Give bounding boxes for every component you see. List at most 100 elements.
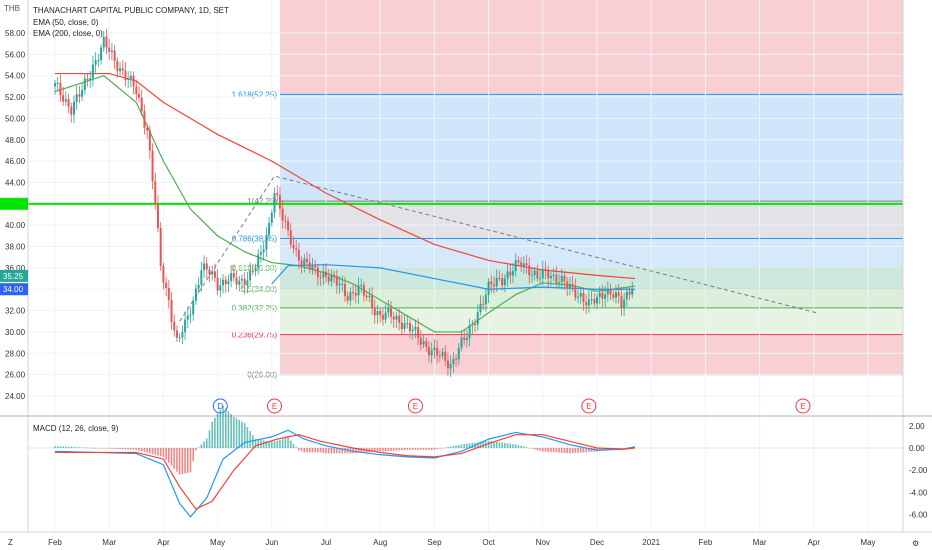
macd-bar (149, 448, 151, 454)
candle-body (373, 307, 376, 316)
candle-body (360, 285, 363, 287)
candle-body (536, 270, 539, 279)
macd-bar (287, 437, 289, 448)
event-marker (795, 398, 811, 414)
macd-bar (552, 448, 555, 453)
x-tick-label: Mar (753, 538, 767, 547)
macd-bar (195, 448, 197, 451)
candle-body (67, 99, 70, 107)
candle-body (140, 97, 143, 112)
macd-bar (322, 448, 325, 453)
macd-bar (176, 448, 178, 472)
candle-body (471, 323, 474, 326)
candle-body (227, 281, 230, 285)
candle-body (455, 358, 458, 360)
macd-bar (289, 440, 292, 448)
gear-icon[interactable]: ⚙ (912, 539, 919, 548)
macd-bar (70, 446, 73, 448)
macd-bar (254, 439, 257, 448)
macd-bar (333, 448, 335, 454)
macd-bar (189, 448, 192, 473)
candle-body (124, 70, 127, 80)
macd-bar (439, 448, 441, 449)
fib-zone-lightblue (280, 238, 903, 268)
candle-body (495, 277, 498, 287)
macd-bar (607, 448, 609, 451)
x-tick-label: Aug (373, 538, 387, 547)
macd-bar (246, 427, 249, 448)
macd-bar (273, 441, 276, 448)
candle-body (547, 270, 550, 279)
macd-bar (376, 448, 379, 452)
candle-body (411, 329, 414, 332)
candles (54, 28, 634, 377)
candle-body (314, 266, 317, 268)
candle-body (251, 270, 254, 272)
macd-bar (398, 448, 400, 451)
candle-body (78, 94, 81, 97)
candle-body (208, 269, 211, 275)
candle-body (585, 302, 588, 306)
candle-body (430, 350, 433, 356)
macd-bar (558, 448, 560, 453)
candle-body (306, 258, 309, 263)
candle-body (446, 360, 449, 369)
macd-bar (525, 447, 528, 448)
macd-bar (403, 448, 406, 450)
macd-bar (168, 448, 170, 463)
event-marker (267, 398, 283, 414)
candle-body (327, 276, 330, 282)
event-marker-label: E (413, 402, 418, 411)
macd-bar (97, 448, 100, 449)
candle-body (476, 312, 479, 325)
macd-bar (116, 448, 119, 449)
candle-body (97, 60, 100, 62)
event-marker-label: E (272, 402, 277, 411)
candle-body (381, 314, 384, 320)
candle-body (517, 260, 520, 263)
candle-body (582, 292, 585, 303)
candle-body (268, 222, 271, 236)
candle-body (173, 321, 176, 331)
candle-body (555, 274, 558, 284)
macd-bar (373, 448, 376, 452)
macd-bar (89, 447, 92, 449)
macd-bar (409, 448, 411, 450)
candle-body (560, 275, 563, 283)
macd-bar (379, 448, 381, 452)
candle-body (590, 299, 593, 301)
macd-bar (487, 440, 490, 448)
candle-body (525, 263, 528, 266)
macd-y-tick-label: 0.00 (909, 444, 925, 453)
candle-body (148, 130, 151, 151)
macd-bar (579, 448, 582, 453)
candle-body (598, 292, 601, 297)
macd-bar (298, 448, 300, 451)
macd-bar (493, 441, 495, 448)
candle-body (230, 273, 233, 282)
candle-body (224, 279, 227, 285)
macd-bar (382, 448, 384, 452)
macd-bar (436, 448, 438, 450)
y-tick-label: 46.00 (5, 157, 26, 166)
candle-body (539, 278, 542, 280)
macd-bar (577, 448, 579, 453)
macd-bar (211, 421, 213, 448)
macd-bar (569, 448, 571, 454)
macd-bar (252, 435, 254, 448)
candle-body (474, 323, 477, 325)
macd-bar (585, 448, 587, 453)
candle-body (493, 284, 496, 287)
macd-bar (574, 448, 577, 453)
candle-body (110, 50, 113, 53)
candle-body (257, 254, 260, 268)
candle-body (438, 355, 441, 357)
candle-body (284, 220, 287, 222)
macd-y-tick-label: 2.00 (909, 422, 925, 431)
macd-bar (65, 446, 67, 448)
candle-body (457, 347, 460, 360)
candle-body (102, 36, 105, 48)
event-marker (407, 398, 423, 414)
fib-zone-blue (280, 94, 903, 202)
